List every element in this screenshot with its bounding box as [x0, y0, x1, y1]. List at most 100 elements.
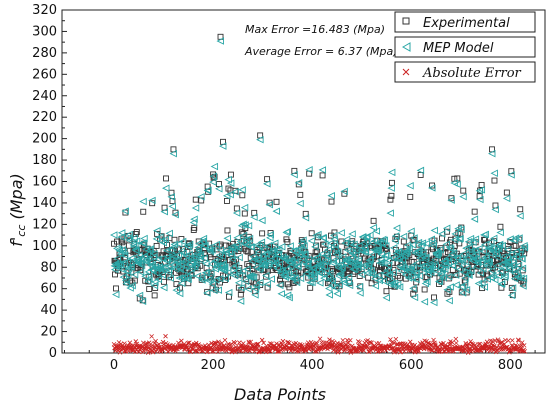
mep-model-point [423, 277, 431, 286]
absolute-error-point [280, 338, 286, 344]
mep-model-point [198, 276, 206, 284]
mep-model-point [490, 276, 499, 284]
mep-model-point [113, 254, 121, 263]
mep-model-point [283, 227, 291, 236]
mep-model-point [241, 221, 249, 229]
experimental-point [447, 236, 454, 243]
mep-model-point [322, 251, 330, 259]
experimental-point [250, 279, 257, 286]
mep-model-point [209, 178, 217, 186]
mep-model-point [354, 256, 363, 265]
legend-label-absolute-error: Absolute Error [422, 66, 522, 81]
absolute-error-point [165, 349, 171, 354]
mep-model-point [264, 242, 273, 250]
mep-model-point [285, 293, 293, 302]
absolute-error-point [519, 340, 525, 345]
mep-model-point [139, 197, 147, 206]
y-tick-label: 100 [32, 239, 57, 254]
mep-model-point [172, 286, 180, 294]
mep-model-point [208, 246, 216, 254]
experimental-point [328, 232, 334, 239]
mep-model-point [262, 271, 270, 280]
mep-model-point [131, 241, 140, 250]
mep-model-point [189, 255, 197, 263]
mep-model-point [481, 230, 490, 239]
mep-model-point [134, 259, 142, 267]
mep-model-point [282, 265, 291, 274]
mep-model-point [463, 264, 471, 273]
experimental-point [338, 238, 345, 245]
absolute-error-point [217, 341, 222, 347]
mep-model-point [218, 252, 226, 260]
mep-model-point [294, 262, 302, 270]
mep-model-point [380, 236, 388, 244]
y-tick-label: 60 [40, 282, 57, 297]
experimental-point [267, 229, 274, 236]
mep-model-point [150, 250, 158, 258]
mep-model-point [322, 266, 330, 275]
experimental-point [188, 272, 195, 279]
mep-model-point [219, 260, 227, 268]
mep-model-point [334, 263, 342, 272]
experimental-point [246, 263, 253, 269]
experimental-point [132, 230, 139, 237]
mep-model-point [160, 207, 168, 216]
experimental-point [283, 259, 290, 266]
mep-model-point [469, 238, 477, 246]
experimental-point [295, 181, 302, 188]
mep-model-point [226, 179, 235, 187]
absolute-error-point [521, 343, 527, 348]
mep-model-point [476, 269, 485, 277]
mep-model-point [516, 246, 525, 254]
mep-model-point [438, 266, 446, 274]
experimental-point [512, 242, 519, 249]
mep-model-point [153, 226, 161, 235]
mep-model-point [272, 246, 281, 254]
mep-model-point [484, 262, 492, 270]
mep-model-point [437, 269, 445, 277]
mep-model-point [455, 265, 464, 274]
mep-model-point [445, 296, 453, 305]
absolute-error-point [407, 339, 413, 345]
mep-model-point [303, 259, 312, 268]
mep-model-point [289, 269, 298, 278]
mep-model-point [329, 257, 337, 265]
mep-model-point [268, 248, 276, 256]
mep-model-point [427, 235, 436, 243]
legend-marker-absolute-error [402, 68, 410, 76]
mep-model-point [384, 256, 393, 265]
mep-model-point [435, 277, 443, 286]
mep-model-point [405, 244, 413, 252]
mep-model-point [404, 274, 413, 282]
mep-model-point [148, 260, 157, 269]
mep-model-point [458, 289, 467, 297]
mep-model-point [411, 249, 419, 257]
absolute-error-point [496, 338, 501, 344]
experimental-point [497, 223, 504, 230]
x-tick-label: 600 [399, 358, 424, 373]
mep-model-point [130, 270, 139, 279]
mep-model-point [175, 289, 184, 298]
absolute-error-point [274, 341, 279, 346]
mep-model-point [392, 224, 401, 232]
mep-model-point [164, 266, 173, 274]
y-axis: 0 20 40 60 80 100 120 140 160 180 200 220 240 260 280 3… [32, 3, 67, 361]
mep-model-point [317, 262, 325, 270]
mep-model-point [375, 271, 383, 279]
absolute-error-point [388, 337, 393, 342]
experimental-point [383, 288, 390, 295]
mep-model-point [136, 268, 145, 276]
experimental-point [171, 236, 178, 243]
absolute-error-point [368, 348, 374, 354]
mep-model-point [132, 246, 140, 255]
mep-model-point [368, 251, 377, 259]
experimental-point [244, 261, 251, 268]
mep-model-point [255, 265, 263, 274]
absolute-error-point [241, 341, 246, 346]
mep-model-point [505, 266, 514, 274]
mep-model-point [197, 193, 205, 201]
experimental-point [503, 189, 510, 196]
mep-model-point [154, 255, 162, 263]
y-tick-label: 220 [32, 110, 57, 125]
experimental-point [133, 229, 140, 235]
